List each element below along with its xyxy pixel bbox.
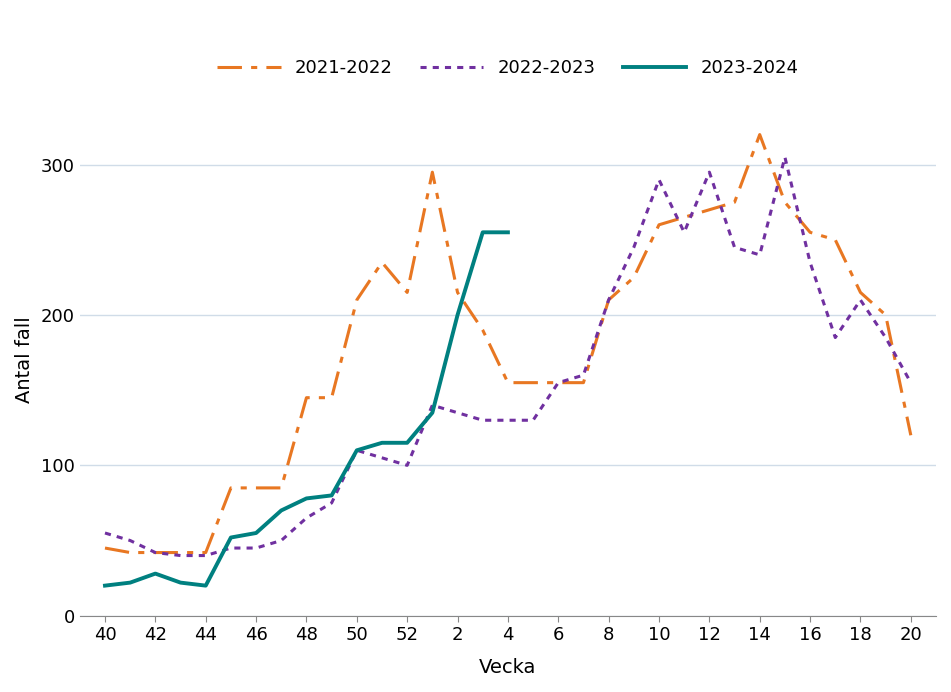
2022-2023: [125, 536, 136, 545]
2022-2023: [678, 228, 689, 237]
2023-2024: [200, 581, 211, 590]
2021-2022: [276, 484, 287, 492]
2023-2024: [276, 507, 287, 515]
2022-2023: [149, 548, 161, 556]
2021-2022: [125, 548, 136, 556]
2023-2024: [401, 439, 413, 447]
2021-2022: [250, 484, 262, 492]
2021-2022: [351, 295, 362, 304]
2023-2024: [125, 579, 136, 587]
2023-2024: [301, 494, 312, 502]
2021-2022: [401, 289, 413, 297]
2021-2022: [653, 221, 665, 229]
2021-2022: [704, 206, 715, 214]
2021-2022: [728, 198, 740, 206]
2023-2024: [502, 228, 514, 237]
2023-2024: [377, 439, 388, 447]
2021-2022: [880, 311, 891, 319]
2022-2023: [502, 416, 514, 424]
2022-2023: [754, 251, 766, 259]
2021-2022: [175, 548, 186, 556]
2022-2023: [653, 176, 665, 184]
2022-2023: [301, 514, 312, 522]
2021-2022: [779, 198, 790, 206]
Line: 2021-2022: 2021-2022: [105, 134, 911, 552]
2022-2023: [528, 416, 539, 424]
2021-2022: [805, 228, 816, 237]
2021-2022: [553, 379, 564, 387]
2022-2023: [427, 401, 438, 410]
2022-2023: [805, 258, 816, 266]
2021-2022: [149, 548, 161, 556]
2022-2023: [880, 334, 891, 342]
2023-2024: [250, 529, 262, 537]
Legend: 2021-2022, 2022-2023, 2023-2024: 2021-2022, 2022-2023, 2023-2024: [210, 52, 805, 84]
2021-2022: [225, 484, 237, 492]
2023-2024: [351, 446, 362, 455]
2021-2022: [477, 326, 489, 334]
2022-2023: [855, 295, 866, 304]
2023-2024: [175, 579, 186, 587]
2023-2024: [149, 570, 161, 578]
2021-2022: [678, 213, 689, 221]
X-axis label: Vecka: Vecka: [479, 658, 536, 677]
2021-2022: [578, 379, 590, 387]
2022-2023: [99, 529, 110, 537]
2022-2023: [401, 461, 413, 469]
2021-2022: [628, 273, 639, 282]
2023-2024: [452, 311, 463, 319]
Y-axis label: Antal fall: Antal fall: [15, 317, 34, 403]
2022-2023: [477, 416, 489, 424]
2022-2023: [351, 446, 362, 455]
2023-2024: [225, 534, 237, 542]
2022-2023: [829, 334, 841, 342]
2021-2022: [754, 130, 766, 138]
Line: 2022-2023: 2022-2023: [105, 157, 911, 556]
2021-2022: [855, 289, 866, 297]
Line: 2023-2024: 2023-2024: [105, 233, 508, 585]
2021-2022: [377, 258, 388, 266]
2022-2023: [250, 544, 262, 552]
2021-2022: [452, 289, 463, 297]
2021-2022: [301, 394, 312, 402]
2022-2023: [200, 552, 211, 560]
2022-2023: [276, 536, 287, 545]
2022-2023: [553, 379, 564, 387]
2022-2023: [628, 243, 639, 251]
2021-2022: [603, 295, 614, 304]
2022-2023: [225, 544, 237, 552]
2023-2024: [99, 581, 110, 590]
2022-2023: [603, 295, 614, 304]
2021-2022: [528, 379, 539, 387]
2023-2024: [427, 408, 438, 417]
2021-2022: [829, 236, 841, 244]
2022-2023: [326, 499, 338, 507]
2021-2022: [326, 394, 338, 402]
2022-2023: [175, 552, 186, 560]
2023-2024: [477, 228, 489, 237]
2022-2023: [452, 408, 463, 417]
2021-2022: [99, 544, 110, 552]
2021-2022: [427, 168, 438, 176]
2022-2023: [704, 168, 715, 176]
2022-2023: [578, 371, 590, 379]
2023-2024: [326, 491, 338, 500]
2022-2023: [905, 379, 917, 387]
2022-2023: [377, 454, 388, 462]
2022-2023: [728, 243, 740, 251]
2022-2023: [779, 153, 790, 161]
2021-2022: [200, 548, 211, 556]
2021-2022: [905, 431, 917, 439]
2021-2022: [502, 379, 514, 387]
